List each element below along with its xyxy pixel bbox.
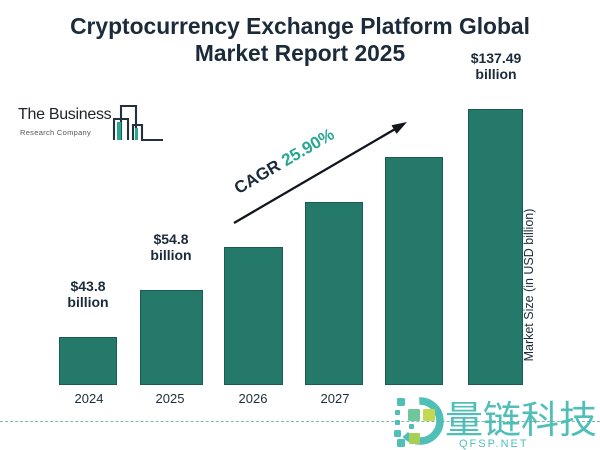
svg-text:量链科技: 量链科技 <box>445 389 597 444</box>
svg-text:QFSP.NET: QFSP.NET <box>459 438 529 450</box>
